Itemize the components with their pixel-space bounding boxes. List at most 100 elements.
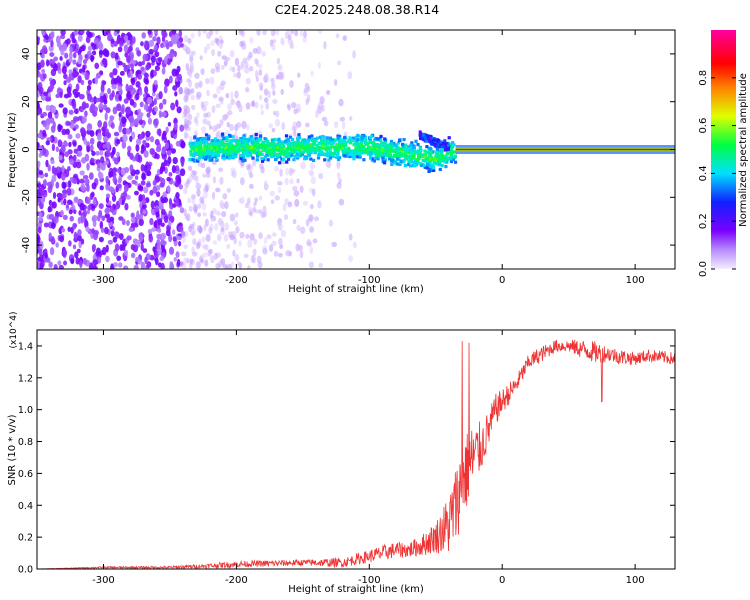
signal-cell xyxy=(418,162,422,166)
noise-blob xyxy=(254,101,259,109)
noise-blob xyxy=(110,151,114,159)
signal-cell xyxy=(364,138,368,143)
noise-blob xyxy=(238,240,242,247)
noise-blob xyxy=(256,255,262,264)
noise-blob xyxy=(229,234,235,241)
signal-cell xyxy=(321,146,325,150)
noise-blob xyxy=(47,185,53,194)
noise-blob xyxy=(200,258,204,264)
noise-blob xyxy=(167,156,172,165)
noise-blob xyxy=(44,35,50,41)
noise-blob xyxy=(57,139,63,148)
signal-cell xyxy=(238,139,243,143)
signal-cell xyxy=(399,150,403,154)
signal-cell xyxy=(215,146,219,150)
signal-cell xyxy=(213,139,217,143)
signal-cell xyxy=(428,157,432,161)
noise-blob xyxy=(229,66,234,72)
colorbar: 0.00.20.40.60.8 Normalized spectral ampl… xyxy=(698,30,749,277)
noise-blob xyxy=(158,110,162,119)
noise-blob xyxy=(203,100,209,106)
signal-cell xyxy=(222,136,226,140)
signal-cell xyxy=(428,159,432,163)
noise-blob xyxy=(188,174,193,183)
noise-blob xyxy=(66,187,72,196)
signal-cell xyxy=(288,135,293,139)
noise-blob xyxy=(189,65,194,74)
noise-blob xyxy=(93,263,97,269)
signal-cell xyxy=(278,154,282,159)
noise-blob xyxy=(84,73,90,81)
signal-cell xyxy=(309,150,313,155)
noise-blob xyxy=(175,174,181,183)
noise-blob xyxy=(182,187,188,195)
signal-cell xyxy=(189,142,193,146)
noise-blob xyxy=(271,127,276,133)
signal-cell xyxy=(310,143,314,147)
noise-blob xyxy=(352,50,356,59)
noise-blob xyxy=(42,73,47,80)
signal-cell xyxy=(331,154,336,159)
noise-blob xyxy=(223,59,228,66)
noise-blob xyxy=(147,30,152,35)
noise-blob xyxy=(99,95,105,104)
signal-cell xyxy=(362,133,366,138)
noise-blob xyxy=(144,72,148,78)
noise-blob xyxy=(100,156,105,164)
noise-blob xyxy=(66,86,72,94)
noise-blob xyxy=(317,62,322,69)
noise-blob xyxy=(229,50,235,58)
signal-cell xyxy=(199,144,203,148)
signal-cell xyxy=(216,143,220,148)
noise-blob xyxy=(79,46,83,53)
signal-cell xyxy=(214,153,218,157)
signal-cell xyxy=(315,148,319,152)
signal-cell xyxy=(447,136,451,140)
noise-blob xyxy=(336,172,341,179)
noise-blob xyxy=(112,68,118,76)
noise-blob xyxy=(286,30,291,36)
noise-blob xyxy=(266,234,272,240)
noise-blob xyxy=(256,30,261,36)
noise-blob xyxy=(105,175,109,184)
noise-blob xyxy=(206,32,212,40)
noise-blob xyxy=(40,59,45,68)
noise-blob xyxy=(145,64,150,71)
signal-cell xyxy=(281,157,286,161)
noise-blob xyxy=(273,165,280,172)
noise-blob xyxy=(206,173,211,179)
signal-cell xyxy=(379,138,383,143)
noise-blob xyxy=(305,218,310,227)
signal-cell xyxy=(193,149,197,153)
signal-cell xyxy=(207,135,211,139)
noise-blob xyxy=(240,177,245,186)
signal-cell xyxy=(241,149,245,153)
noise-blob xyxy=(252,158,257,167)
noise-blob xyxy=(143,93,147,98)
noise-blob xyxy=(338,98,344,107)
noise-blob xyxy=(104,207,110,215)
signal-cell xyxy=(386,146,390,150)
signal-cell xyxy=(310,134,314,138)
noise-blob xyxy=(331,241,337,247)
carrier-core xyxy=(455,148,675,151)
noise-blob xyxy=(143,164,148,173)
signal-cell xyxy=(441,142,445,146)
noise-blob xyxy=(195,118,199,127)
signal-cell xyxy=(225,138,229,143)
noise-blob xyxy=(73,196,79,204)
signal-cell xyxy=(317,152,321,156)
colorbar-ticks: 0.00.20.40.60.8 xyxy=(698,70,736,277)
signal-cell xyxy=(395,151,399,155)
noise-blob xyxy=(195,182,202,190)
noise-blob xyxy=(176,235,182,241)
signal-cell xyxy=(283,153,287,157)
noise-blob xyxy=(220,258,226,266)
signal-cell xyxy=(363,151,367,155)
signal-cell xyxy=(381,143,385,148)
signal-cell xyxy=(340,146,344,150)
signal-cell xyxy=(195,144,199,149)
noise-blob xyxy=(187,37,192,44)
noise-blob xyxy=(206,89,210,97)
noise-blob xyxy=(157,218,162,226)
